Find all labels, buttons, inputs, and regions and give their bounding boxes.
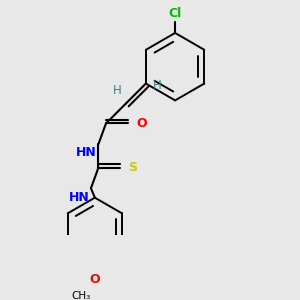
Text: Cl: Cl: [169, 8, 182, 20]
Text: H: H: [153, 79, 162, 92]
Text: HN: HN: [76, 146, 97, 160]
Text: O: O: [89, 273, 100, 286]
Text: CH₃: CH₃: [71, 291, 90, 300]
Text: HN: HN: [69, 190, 89, 204]
Text: O: O: [136, 117, 147, 130]
Text: S: S: [128, 161, 137, 174]
Text: H: H: [113, 84, 122, 97]
